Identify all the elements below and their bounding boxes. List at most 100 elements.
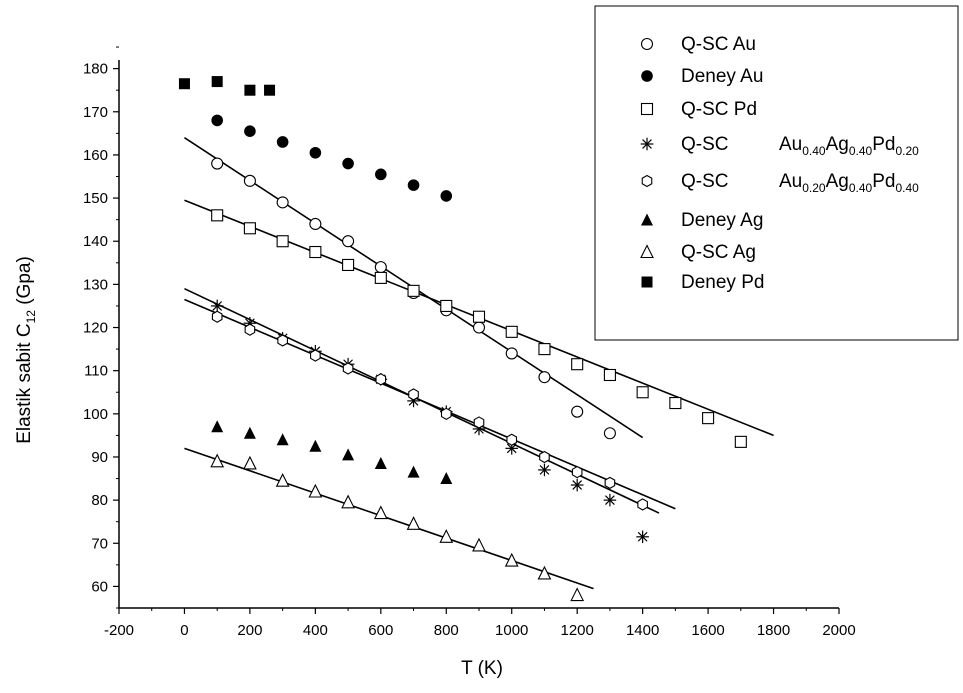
x-tick-label: 800 [434,622,459,639]
marker-shape [244,125,256,137]
legend-label-subscript: 0.40 [849,144,873,158]
legend-label-subscript: 0.40 [849,181,873,195]
marker-shape [178,78,190,90]
marker-shape [309,439,322,452]
y-axis-title: Elastik sabit C12 (Gpa) [14,256,38,444]
data-point [342,157,354,170]
marker-shape [538,343,551,356]
data-point [342,235,355,248]
data-point [407,284,420,297]
legend-label-element: Pd [872,171,895,192]
data-point [440,190,453,202]
legend-label-prefix: Q-SC [681,134,729,155]
data-point [308,483,323,498]
data-point [506,433,518,446]
data-point [406,516,421,530]
marker-shape [734,435,747,448]
data-point [211,157,224,170]
fit-line [184,447,594,590]
data-point [440,299,453,313]
legend-marker [641,276,653,288]
marker-shape [211,157,224,170]
data-point [504,552,519,567]
x-tick-label: 1000 [495,622,528,639]
marker-shape [570,587,585,602]
data-point [276,136,289,148]
marker-shape [439,529,454,543]
marker-shape [408,388,419,401]
legend-label: Deney Ag [681,210,763,231]
data-point [440,472,453,485]
marker-shape [310,349,321,362]
x-tick-label: -200 [104,622,134,639]
marker-shape [276,136,289,148]
legend-marker [640,102,654,116]
marker-shape [440,299,453,313]
data-point [276,235,289,248]
marker-shape [210,453,225,468]
marker-shape [276,196,289,209]
marker-shape [571,358,584,371]
marker-shape [472,537,486,552]
marker-shape [277,334,288,347]
marker-shape [407,465,420,478]
marker-shape [342,258,355,272]
y-tick-label: 170 [83,104,108,121]
data-point [210,453,225,468]
legend-label-element: Pd [872,134,895,155]
data-point [211,76,223,88]
data-point [243,222,256,235]
legend-item: Q-SC Au0.20Ag0.40Pd0.40 [641,171,919,195]
legend-label-element: Ag [826,134,849,155]
marker-shape [472,321,486,334]
y-tick-label: 90 [91,449,108,466]
x-tick-label: 1800 [757,622,790,639]
data-point [407,465,420,478]
data-point [669,396,682,410]
y-axis-title-subscript: 12 [24,310,38,324]
marker-shape [341,494,355,509]
y-tick-label: 150 [83,190,108,207]
plot-axes: -200 0 200 400 600 800 1000 1200 1400 1600 1800 200… [83,46,856,639]
data-point [276,433,289,446]
data-point [603,427,616,440]
y-tick-label: 140 [83,233,108,250]
marker-shape [440,190,453,202]
marker-shape [641,213,653,226]
y-tick-label: 80 [91,492,108,509]
x-tick-label: 0 [180,622,188,639]
marker-shape [472,310,486,323]
marker-stroke [642,139,652,149]
data-point [310,349,321,362]
data-point [702,412,715,425]
data-point [244,125,256,137]
data-point [210,299,224,313]
data-point [309,146,322,159]
legend-label-subscript: 0.20 [802,181,826,195]
legend-label-element: Au [779,134,802,155]
marker-shape [406,516,421,530]
data-point [178,78,190,90]
y-axis-title-main: Elastik sabit C [14,323,35,443]
data-point [342,448,355,461]
legend-label: Deney Pd [681,272,764,293]
legend-item: Deney Pd [641,272,764,293]
marker-shape [375,373,387,386]
marker-shape [641,174,653,188]
marker-shape [264,84,276,96]
legend-item: Deney Ag [641,210,763,231]
legend-marker [640,137,654,151]
data-point [407,179,420,191]
legend-marker [640,37,654,51]
marker-shape [636,386,649,399]
x-axis-title: T (K) [461,658,503,679]
marker-stroke [637,531,648,542]
data-point [341,494,355,509]
marker-shape [640,244,654,259]
marker-shape [211,76,223,88]
data-point [636,530,649,544]
data-point [309,245,322,259]
legend-item: Q-SC Au [640,34,756,55]
marker-stroke [572,480,583,490]
marker-shape [342,157,354,170]
